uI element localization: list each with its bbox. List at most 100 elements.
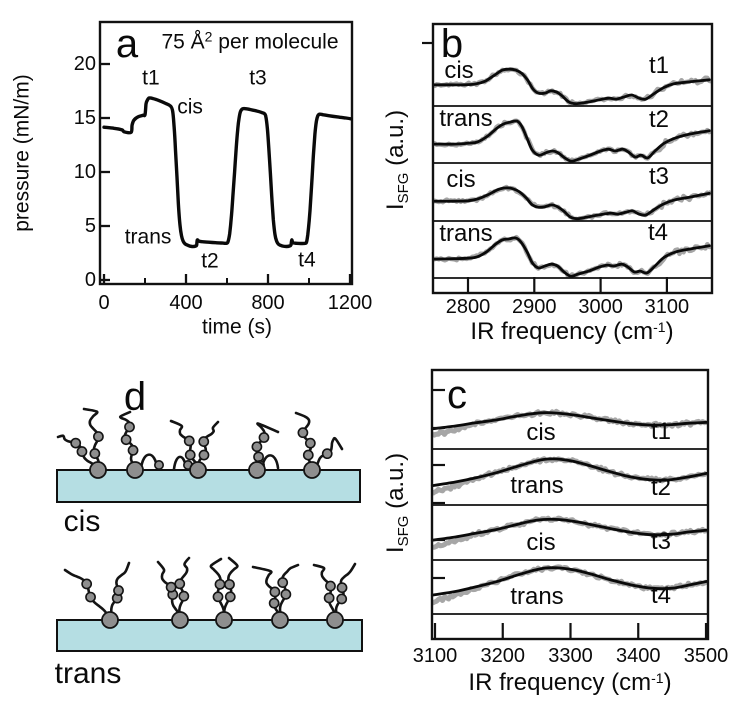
- panel-b-y-axis-label: ISFG (a.u.): [382, 110, 412, 211]
- chain-bead: [198, 436, 210, 447]
- chain-bead: [178, 590, 190, 602]
- chain-bead: [174, 578, 186, 590]
- xlabel-text-post: ): [665, 318, 674, 345]
- chain-bead: [127, 444, 139, 456]
- xlabel-text-post: ): [663, 669, 672, 696]
- y-tick-label: 0: [84, 269, 96, 291]
- panel-b-frame: [431, 22, 714, 295]
- anchor-bead: [89, 461, 107, 479]
- annotation-t3: t3: [249, 66, 267, 90]
- chain-bead: [336, 593, 348, 605]
- sfg-fit-curve-t3: [430, 517, 709, 542]
- y-tick-label: 15: [73, 107, 96, 129]
- xlabel-text: IR frequency (cm: [470, 318, 654, 345]
- sfg-fit-curve-t4: [433, 236, 711, 278]
- chain-bead: [253, 451, 264, 463]
- trace-time-label-t4: t4: [647, 219, 669, 246]
- trace-time-label-t4: t4: [650, 582, 672, 609]
- anchor-bead: [189, 461, 207, 479]
- title-text-post: per molecule: [212, 30, 339, 54]
- panel-d-trans-label: trans: [54, 657, 122, 690]
- chain-bead: [214, 578, 226, 590]
- ylabel-units: (a.u.): [382, 452, 409, 516]
- sfg-fit-curve-t2: [430, 457, 709, 488]
- anchor-bead: [248, 461, 266, 479]
- x-tick-label: 3300: [548, 645, 593, 667]
- ylabel-I: I: [382, 203, 409, 211]
- chain-bead: [76, 446, 88, 457]
- ylabel-SFG-subscript: SFG: [395, 172, 412, 204]
- chain-bead: [198, 449, 210, 461]
- trace-state-label-cis: cis: [446, 166, 476, 193]
- chain-bead: [85, 591, 96, 603]
- panel-c-y-axis-label: ISFG (a.u.): [382, 452, 412, 554]
- x-tick-label: 3000: [578, 296, 623, 318]
- chain-bead: [93, 431, 104, 442]
- sfg-fit-curve-t1: [433, 67, 711, 106]
- trace-state-label-trans: trans: [439, 220, 493, 247]
- x-tick-label: 3100: [412, 645, 458, 667]
- molecule-chain: [334, 562, 357, 622]
- trace-time-label-t3: t3: [650, 528, 672, 555]
- anchor-bead: [303, 461, 321, 479]
- trace-time-label-t1: t1: [650, 418, 672, 445]
- x-tick-label: 3200: [480, 645, 526, 667]
- y-tick-label: 5: [84, 215, 96, 237]
- chain-bead: [325, 580, 336, 592]
- annotation-t2: t2: [201, 249, 219, 273]
- trace-time-label-t1: t1: [648, 52, 670, 79]
- chain-bead: [224, 591, 236, 603]
- annotation-cis: cis: [177, 95, 203, 119]
- anchor-bead: [271, 611, 289, 629]
- molecule-chain: [178, 556, 191, 622]
- ylabel-SFG-subscript: SFG: [395, 515, 412, 547]
- panel-a-letter: a: [115, 22, 139, 66]
- panel-d-letter: d: [123, 375, 147, 419]
- chain-bead: [336, 582, 348, 594]
- title-text: 75 Å: [161, 30, 205, 54]
- trace-state-label-cis: cis: [444, 57, 474, 84]
- trace-time-label-t3: t3: [648, 163, 670, 190]
- annotation-trans: trans: [124, 225, 172, 249]
- panel-c-letter: c: [447, 373, 467, 417]
- x-tick-label: 1200: [327, 292, 373, 314]
- chain-bead: [154, 459, 165, 470]
- x-tick-label: 2800: [445, 296, 491, 318]
- trace-time-label-t2: t2: [648, 106, 670, 133]
- chain-bead: [81, 578, 93, 590]
- trace-state-label-trans: trans: [510, 583, 564, 610]
- trace-state-label-cis: cis: [526, 419, 556, 446]
- ylabel-I: I: [382, 546, 409, 554]
- sfg-fit-curve-t2: [433, 119, 711, 163]
- anchor-bead: [215, 611, 233, 629]
- panel-a-title: 75 Å2 per molecule: [161, 30, 339, 54]
- x-tick-label: 3100: [644, 296, 690, 318]
- anchor-bead: [101, 611, 119, 629]
- chain-bead: [89, 448, 101, 459]
- x-tick-label: 400: [169, 292, 203, 314]
- anchor-bead: [326, 611, 344, 629]
- anchor-bead: [126, 461, 144, 479]
- chain-bead: [113, 585, 124, 596]
- chain-bead: [120, 434, 132, 446]
- chain-bead: [184, 449, 196, 461]
- y-tick-label: 10: [73, 161, 96, 183]
- trace-state-label-trans: trans: [439, 105, 493, 132]
- chain-bead: [165, 581, 177, 593]
- chain-bead: [70, 437, 82, 449]
- x-tick-label: 2900: [512, 296, 557, 318]
- chain-bead: [268, 597, 280, 609]
- panel-a-x-axis-label: time (s): [202, 315, 272, 339]
- chain-bead: [302, 449, 314, 461]
- chain-bead: [323, 592, 335, 604]
- sfg-fit-curve-t3: [433, 186, 711, 221]
- anchor-bead: [171, 611, 189, 629]
- sfg-fit-curve-t4: [430, 566, 709, 597]
- sfg-fit-curve-t1: [430, 411, 709, 431]
- trace-time-label-t2: t2: [650, 474, 672, 501]
- chain-bead: [183, 435, 195, 447]
- xlabel-superscript: -1: [651, 670, 664, 686]
- panel-a-y-axis-label: pressure (mN/m): [10, 74, 34, 232]
